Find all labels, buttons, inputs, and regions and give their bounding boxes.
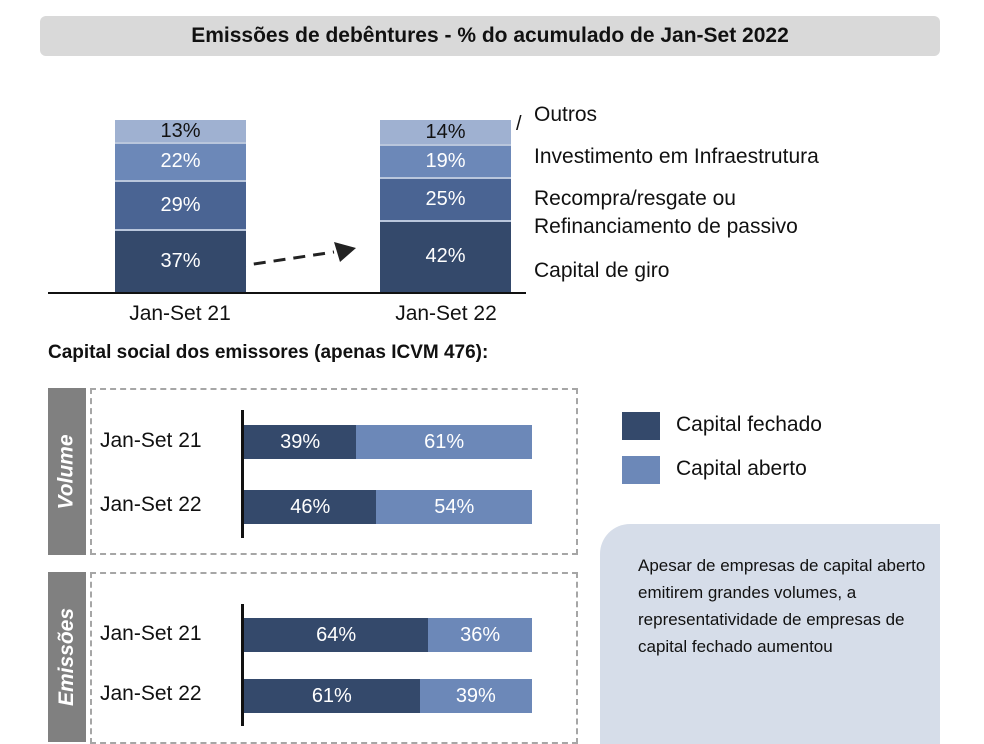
stacked-bar: 46% 54% [244,490,532,524]
legend-outros: Outros [534,103,598,126]
note-box [600,524,940,744]
y-axis-line [241,604,244,726]
panel-volume [90,388,578,555]
legend-recompra-line1: Recompra/resgate ou [534,187,736,210]
stacked-bar: 64% 36% [244,618,532,652]
bar-segment: 29% [115,179,246,229]
bar-segment: 54% [376,490,532,524]
legend-swatch-capital-aberto [622,456,660,484]
trend-arrow [233,242,356,269]
bar-segment: 39% [244,425,357,459]
bar-segment: 37% [115,228,246,292]
legend-swatch-capital-fechado [622,412,660,440]
legend-capital-de-giro: Capital de giro [534,259,670,282]
note-text: Apesar de empresas de capital aberto emi… [638,556,926,656]
bar-segment: 25% [380,176,511,220]
y-axis-line [241,410,244,538]
panel-tab-volume: Volume [48,388,86,555]
bar-segment: 42% [380,219,511,292]
x-axis-line [48,292,526,294]
bar-segment: 39% [419,679,532,713]
row-label: Jan-Set 21 [100,622,202,645]
x-tick-label: Jan-Set 21 [129,302,231,325]
bar-segment: 46% [244,490,377,524]
bar-segment: 61% [356,425,532,459]
stacked-bar: 61% 39% [244,679,532,713]
panel-tab-emissoes: Emissões [48,572,86,742]
legend-capital-fechado: Capital fechado [676,413,822,436]
row-label: Jan-Set 21 [100,429,202,452]
section-title: Capital social dos emissores (apenas ICV… [48,342,489,363]
legend-capital-aberto: Capital aberto [676,457,807,480]
bar-segment: 64% [244,618,429,652]
bar-segment: 14% [380,120,511,145]
row-label: Jan-Set 22 [100,493,202,516]
row-label: Jan-Set 22 [100,682,202,705]
chart-title: Emissões de debêntures - % do acumulado … [40,16,940,56]
legend-infraestrutura: Investimento em Infraestrutura [534,145,819,168]
leader-line: / [516,113,522,135]
bar-segment: 19% [380,144,511,177]
bar-segment: 13% [115,120,246,143]
bar-segment: 36% [428,618,532,652]
x-tick-label: Jan-Set 22 [395,302,497,325]
legend-recompra-line2: Refinanciamento de passivo [534,215,798,238]
stacked-column: 37% 29% 22% 13% [115,120,246,292]
panel-emissoes [90,572,578,744]
bar-segment: 61% [244,679,420,713]
stacked-column: 42% 25% 19% 14% [380,120,511,292]
stacked-bar: 39% 61% [244,425,532,459]
bar-segment: 22% [115,142,246,180]
